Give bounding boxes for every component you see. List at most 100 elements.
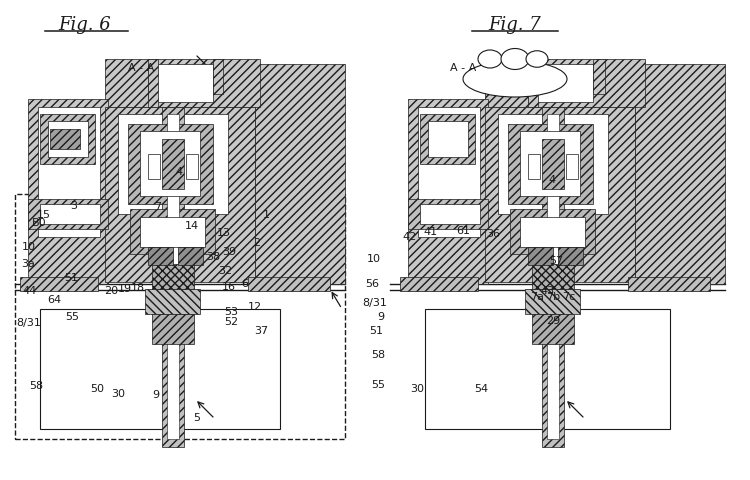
Text: 29: 29	[546, 316, 560, 325]
Text: 55: 55	[65, 312, 79, 322]
Bar	[498, 115, 608, 215]
Text: 14: 14	[185, 221, 199, 230]
Bar	[485, 108, 635, 282]
Bar	[248, 277, 330, 291]
Text: 50: 50	[91, 383, 104, 393]
Text: B0: B0	[32, 218, 46, 228]
Text: 53: 53	[224, 306, 238, 316]
Text: 6: 6	[241, 278, 248, 288]
Text: 20: 20	[104, 286, 118, 296]
Bar	[28, 100, 108, 285]
Text: 7c: 7c	[562, 292, 575, 301]
Bar	[48, 122, 88, 157]
Text: 44: 44	[22, 286, 37, 296]
Text: 7: 7	[154, 202, 161, 211]
Bar	[528, 155, 540, 180]
Bar	[152, 264, 194, 289]
Bar	[425, 309, 670, 429]
Bar	[186, 155, 198, 180]
Bar	[140, 132, 200, 197]
Bar	[40, 204, 100, 225]
Bar	[508, 125, 593, 204]
Text: 10: 10	[367, 253, 380, 263]
Text: Fig. 7: Fig. 7	[489, 16, 542, 34]
Bar	[520, 217, 585, 248]
Text: 39: 39	[223, 247, 236, 256]
Ellipse shape	[478, 51, 502, 69]
Bar	[145, 289, 200, 314]
Bar	[20, 277, 98, 291]
Text: 3: 3	[70, 201, 77, 210]
Text: 16: 16	[222, 281, 236, 291]
Bar	[140, 217, 205, 248]
Bar	[15, 194, 345, 439]
Bar	[400, 277, 478, 291]
Bar	[528, 248, 553, 265]
Ellipse shape	[463, 62, 567, 98]
Bar	[148, 248, 173, 265]
Text: 4: 4	[175, 167, 182, 177]
Bar	[558, 248, 583, 265]
Bar	[532, 314, 574, 344]
Text: 58: 58	[29, 381, 43, 390]
Bar	[178, 248, 203, 265]
Text: 56: 56	[365, 278, 379, 288]
Bar	[38, 108, 100, 238]
Bar	[255, 65, 345, 285]
Bar	[152, 314, 194, 344]
Text: 57: 57	[550, 255, 563, 265]
Text: 12: 12	[248, 301, 262, 311]
Text: 4: 4	[548, 175, 556, 184]
Bar	[520, 132, 580, 197]
Bar	[547, 115, 559, 439]
Ellipse shape	[501, 49, 529, 71]
Text: 3a: 3a	[22, 258, 35, 268]
Bar	[532, 264, 574, 289]
Bar	[528, 65, 593, 103]
Text: 32: 32	[218, 266, 232, 276]
Text: 30: 30	[410, 383, 424, 393]
Bar	[105, 60, 260, 108]
Text: 15: 15	[37, 210, 50, 220]
Bar	[420, 204, 480, 225]
Bar	[408, 200, 488, 229]
Bar	[162, 140, 184, 190]
Bar	[162, 108, 184, 447]
Bar	[167, 115, 179, 439]
Bar	[635, 65, 725, 285]
Bar	[28, 200, 108, 229]
Text: 36: 36	[487, 228, 500, 238]
Bar	[40, 309, 280, 429]
Bar	[525, 289, 580, 314]
Text: 9: 9	[152, 390, 160, 399]
Text: 52: 52	[224, 317, 238, 326]
Text: 38: 38	[206, 252, 220, 261]
Text: 13: 13	[217, 228, 230, 237]
Text: 10: 10	[22, 242, 35, 252]
Text: A - A: A - A	[450, 63, 477, 73]
Text: 42: 42	[403, 231, 417, 241]
Bar	[566, 155, 578, 180]
Text: 1: 1	[262, 210, 270, 220]
Text: 54: 54	[475, 383, 488, 393]
Text: 51: 51	[370, 325, 383, 335]
Bar	[542, 140, 564, 190]
Bar	[485, 60, 645, 108]
Bar	[148, 60, 158, 108]
Text: 41: 41	[424, 227, 437, 236]
Text: 7a: 7a	[530, 292, 544, 301]
Bar	[593, 60, 605, 95]
Bar	[118, 115, 228, 215]
Text: 30: 30	[112, 389, 125, 398]
Text: 51: 51	[64, 273, 78, 282]
Bar	[148, 65, 213, 103]
Text: 18: 18	[131, 282, 145, 292]
Bar	[213, 60, 223, 95]
Text: 5: 5	[193, 413, 200, 422]
Text: 37: 37	[254, 325, 268, 335]
Bar	[105, 108, 255, 282]
Text: 58: 58	[371, 349, 385, 359]
Text: Fig. 6: Fig. 6	[58, 16, 111, 34]
Text: 55: 55	[371, 379, 385, 389]
Ellipse shape	[526, 52, 548, 68]
